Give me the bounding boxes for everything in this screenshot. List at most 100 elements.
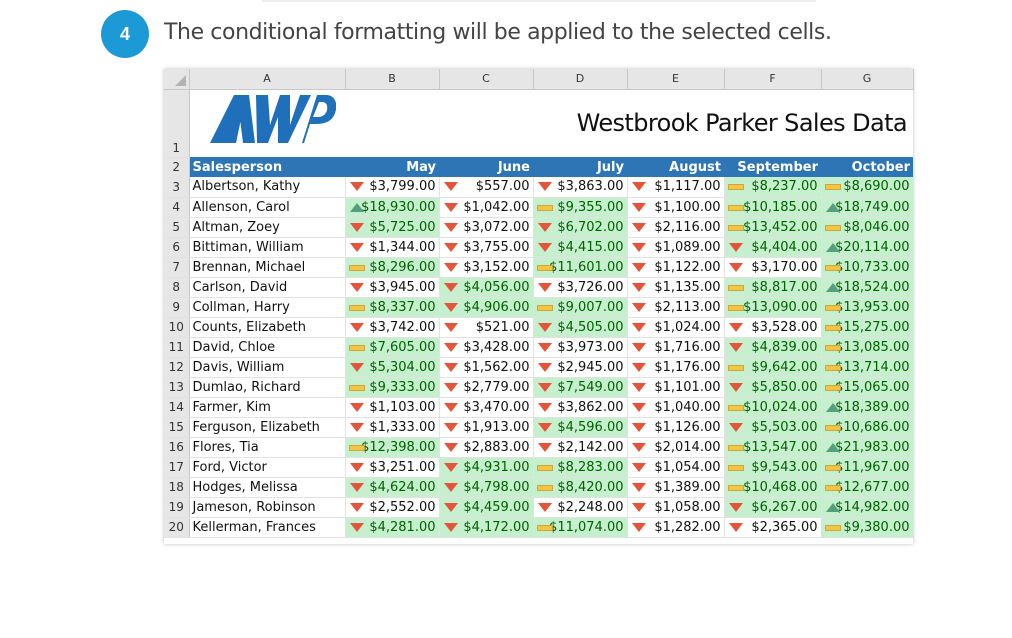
sales-cell[interactable]: $4,596.00 [533, 417, 628, 438]
sales-cell[interactable]: $3,726.00 [533, 277, 628, 298]
sales-cell[interactable]: $11,601.00 [533, 257, 628, 278]
salesperson-cell[interactable]: Allenson, Carol [189, 197, 346, 218]
sales-cell[interactable]: $3,170.00 [724, 257, 822, 278]
sales-cell[interactable]: $3,251.00 [345, 457, 440, 478]
row-header[interactable]: 16 [164, 437, 190, 458]
sales-cell[interactable]: $3,742.00 [345, 317, 440, 338]
sales-cell[interactable]: $4,056.00 [439, 277, 534, 298]
sales-cell[interactable]: $15,275.00 [821, 317, 914, 338]
sales-cell[interactable]: $1,040.00 [627, 397, 725, 418]
column-header-c[interactable]: C [439, 69, 534, 90]
row-header[interactable]: 8 [164, 277, 190, 298]
sales-cell[interactable]: $1,024.00 [627, 317, 725, 338]
sales-cell[interactable]: $1,344.00 [345, 237, 440, 258]
sales-cell[interactable]: $1,176.00 [627, 357, 725, 378]
header-august[interactable]: August [627, 157, 724, 177]
row-header[interactable]: 20 [164, 517, 190, 538]
column-header-b[interactable]: B [345, 69, 440, 90]
salesperson-cell[interactable]: Davis, William [189, 357, 346, 378]
sales-cell[interactable]: $1,103.00 [345, 397, 440, 418]
salesperson-cell[interactable]: Albertson, Kathy [189, 177, 346, 198]
sales-cell[interactable]: $1,089.00 [627, 237, 725, 258]
sales-cell[interactable]: $2,014.00 [627, 437, 725, 458]
column-header-a[interactable]: A [189, 69, 346, 90]
sales-cell[interactable]: $10,024.00 [724, 397, 822, 418]
sales-cell[interactable]: $11,074.00 [533, 517, 628, 538]
salesperson-cell[interactable]: Flores, Tia [189, 437, 346, 458]
sales-cell[interactable]: $7,605.00 [345, 337, 440, 358]
sales-cell[interactable]: $4,906.00 [439, 297, 534, 318]
salesperson-cell[interactable]: Ferguson, Elizabeth [189, 417, 346, 438]
sales-cell[interactable]: $8,690.00 [821, 177, 914, 198]
sales-cell[interactable]: $7,549.00 [533, 377, 628, 398]
sales-cell[interactable]: $4,839.00 [724, 337, 822, 358]
sales-cell[interactable]: $1,122.00 [627, 257, 725, 278]
row-header[interactable]: 2 [164, 157, 190, 177]
sales-cell[interactable]: $1,913.00 [439, 417, 534, 438]
sales-cell[interactable]: $6,702.00 [533, 217, 628, 238]
sales-cell[interactable]: $3,152.00 [439, 257, 534, 278]
sales-cell[interactable]: $557.00 [439, 177, 534, 198]
sales-cell[interactable]: $13,085.00 [821, 337, 914, 358]
sales-cell[interactable]: $3,973.00 [533, 337, 628, 358]
sales-cell[interactable]: $12,398.00 [345, 437, 440, 458]
sales-cell[interactable]: $3,945.00 [345, 277, 440, 298]
salesperson-cell[interactable]: Jameson, Robinson [189, 497, 346, 518]
sales-cell[interactable]: $4,931.00 [439, 457, 534, 478]
header-may[interactable]: May [345, 157, 439, 177]
sales-cell[interactable]: $4,172.00 [439, 517, 534, 538]
sales-cell[interactable]: $2,116.00 [627, 217, 725, 238]
sales-cell[interactable]: $8,420.00 [533, 477, 628, 498]
sales-cell[interactable]: $1,054.00 [627, 457, 725, 478]
sales-cell[interactable]: $1,101.00 [627, 377, 725, 398]
sales-cell[interactable]: $4,624.00 [345, 477, 440, 498]
sales-cell[interactable]: $4,798.00 [439, 477, 534, 498]
sales-cell[interactable]: $3,428.00 [439, 337, 534, 358]
row-header[interactable]: 13 [164, 377, 190, 398]
sales-cell[interactable]: $2,365.00 [724, 517, 822, 538]
sales-cell[interactable]: $8,237.00 [724, 177, 822, 198]
salesperson-cell[interactable]: David, Chloe [189, 337, 346, 358]
sales-cell[interactable]: $14,982.00 [821, 497, 914, 518]
row-header[interactable]: 5 [164, 217, 190, 238]
sales-cell[interactable]: $1,058.00 [627, 497, 725, 518]
salesperson-cell[interactable]: Bittiman, William [189, 237, 346, 258]
sales-cell[interactable]: $1,126.00 [627, 417, 725, 438]
sales-cell[interactable]: $4,505.00 [533, 317, 628, 338]
sales-cell[interactable]: $13,090.00 [724, 297, 822, 318]
sales-cell[interactable]: $21,983.00 [821, 437, 914, 458]
sales-cell[interactable]: $18,389.00 [821, 397, 914, 418]
sales-cell[interactable]: $9,333.00 [345, 377, 440, 398]
sales-cell[interactable]: $8,296.00 [345, 257, 440, 278]
row-header[interactable]: 15 [164, 417, 190, 438]
salesperson-cell[interactable]: Brennan, Michael [189, 257, 346, 278]
sales-cell[interactable]: $2,883.00 [439, 437, 534, 458]
sales-cell[interactable]: $1,100.00 [627, 197, 725, 218]
salesperson-cell[interactable]: Ford, Victor [189, 457, 346, 478]
sales-cell[interactable]: $3,862.00 [533, 397, 628, 418]
sales-cell[interactable]: $8,046.00 [821, 217, 914, 238]
salesperson-cell[interactable]: Farmer, Kim [189, 397, 346, 418]
salesperson-cell[interactable]: Dumlao, Richard [189, 377, 346, 398]
sales-cell[interactable]: $13,953.00 [821, 297, 914, 318]
sales-cell[interactable]: $3,863.00 [533, 177, 628, 198]
row-header[interactable]: 4 [164, 197, 190, 218]
salesperson-cell[interactable]: Hodges, Melissa [189, 477, 346, 498]
sales-cell[interactable]: $1,562.00 [439, 357, 534, 378]
row-header[interactable]: 18 [164, 477, 190, 498]
row-header[interactable]: 1 [164, 89, 190, 158]
sales-cell[interactable]: $3,528.00 [724, 317, 822, 338]
sales-cell[interactable]: $3,755.00 [439, 237, 534, 258]
sales-cell[interactable]: $2,552.00 [345, 497, 440, 518]
sales-cell[interactable]: $13,714.00 [821, 357, 914, 378]
salesperson-cell[interactable]: Collman, Harry [189, 297, 346, 318]
row-header[interactable]: 12 [164, 357, 190, 378]
sales-cell[interactable]: $2,779.00 [439, 377, 534, 398]
header-october[interactable]: October [821, 157, 913, 177]
sales-cell[interactable]: $9,007.00 [533, 297, 628, 318]
column-header-f[interactable]: F [724, 69, 822, 90]
sales-cell[interactable]: $10,733.00 [821, 257, 914, 278]
sales-cell[interactable]: $15,065.00 [821, 377, 914, 398]
sales-cell[interactable]: $2,113.00 [627, 297, 725, 318]
row-header[interactable]: 19 [164, 497, 190, 518]
